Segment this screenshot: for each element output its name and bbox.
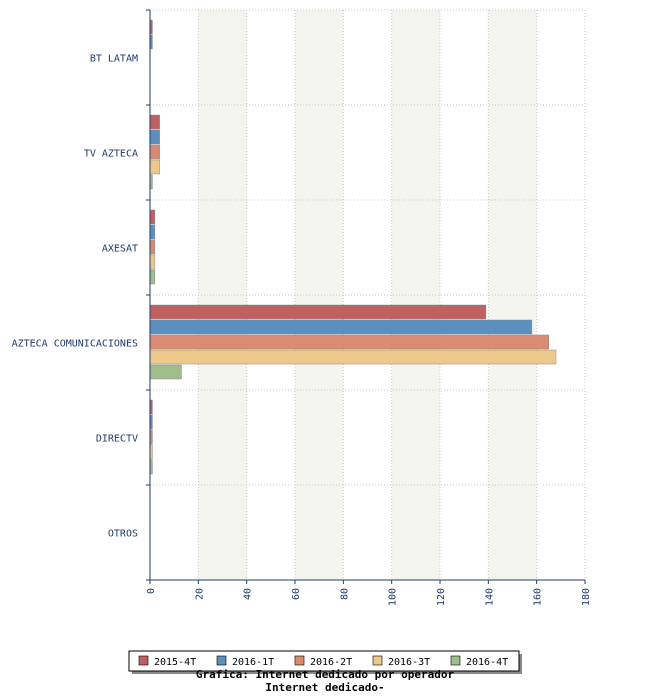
x-tick-label: 180 <box>581 588 592 606</box>
bar-2016-2T <box>149 239 156 255</box>
category-label: AXESAT <box>102 244 138 255</box>
bar-2016-4T <box>149 269 156 285</box>
bar-2016-3T <box>149 159 160 175</box>
bar-2016-4T <box>149 364 182 380</box>
category-label: DIRECTV <box>96 434 138 445</box>
legend-label: 2015-4T <box>154 657 196 668</box>
x-tick-label: 160 <box>533 588 544 606</box>
bar-2015-4T <box>149 209 156 225</box>
bar-2016-3T <box>149 349 557 365</box>
category-labels: BT LATAM TV AZTECA AXESAT AZTECA COMUNICACI… <box>12 54 138 540</box>
category-label: AZTECA COMUNICACIONES <box>12 339 138 350</box>
legend-box <box>128 650 520 672</box>
x-tick-label: 20 <box>194 588 205 600</box>
x-tick-label: 140 <box>484 588 495 606</box>
legend-label: 2016-3T <box>388 657 430 668</box>
legend-label: 2016-1T <box>232 657 274 668</box>
x-tick-label: 80 <box>339 588 350 600</box>
bar-2015-4T <box>149 304 487 320</box>
chart-title: Grafica: Internet dedicado por operador <box>195 668 455 681</box>
legend-swatch <box>372 655 383 666</box>
legend: 2015-4T 2016-1T 2016-2T 2016-3T 2016-4T <box>128 650 522 674</box>
legend-swatch <box>450 655 461 666</box>
category-label: BT LATAM <box>90 54 138 65</box>
bar-2016-1T <box>149 224 156 240</box>
grid-lines <box>150 9 586 580</box>
bar-2016-3T <box>149 254 156 270</box>
legend-label: 2016-2T <box>310 657 352 668</box>
category-label: TV AZTECA <box>84 149 138 160</box>
x-tick-label: 100 <box>388 588 399 606</box>
category-label: OTROS <box>108 529 138 540</box>
legend-label: 2016-4T <box>466 657 508 668</box>
legend-swatch <box>138 655 149 666</box>
bar-2016-1T <box>149 129 160 145</box>
bar-2015-4T <box>149 114 160 130</box>
bars <box>149 19 557 475</box>
legend-swatch <box>216 655 227 666</box>
legend-swatch <box>294 655 305 666</box>
tick-labels: 0 20 40 60 80 100 120 140 160 180 <box>146 588 592 606</box>
bar-2016-2T <box>149 144 160 160</box>
axes <box>146 9 586 584</box>
bar-2016-2T <box>149 334 549 350</box>
x-tick-label: 120 <box>436 588 447 606</box>
bar-2016-1T <box>149 319 533 335</box>
x-tick-label: 0 <box>146 588 157 594</box>
x-tick-label: 40 <box>243 588 254 600</box>
x-tick-label: 60 <box>291 588 302 600</box>
chart-subtitle: Internet dedicado- <box>265 681 385 694</box>
